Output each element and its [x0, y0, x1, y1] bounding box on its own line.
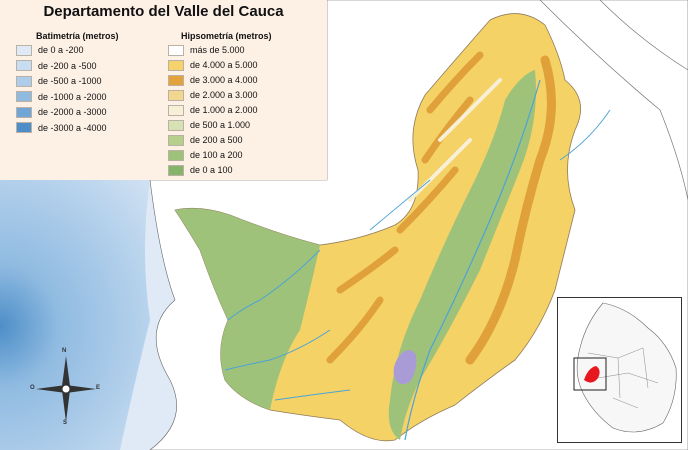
department-borders [587, 347, 659, 409]
legend-label: de 100 a 200 [190, 150, 243, 160]
legend-swatch [168, 119, 184, 131]
legend-row: de 0 a 100 [168, 163, 233, 177]
legend-swatch [16, 122, 32, 133]
legend-label: de -200 a -500 [38, 60, 97, 71]
legend-row: de -500 a -1000 [16, 74, 102, 88]
legend-label: de -3000 a -4000 [38, 122, 107, 133]
western-cordillera [326, 51, 484, 364]
colombia-locator-map [558, 298, 681, 442]
border-line [599, 0, 688, 71]
river [404, 79, 541, 441]
legend-row: de 2.000 a 3.000 [168, 88, 258, 102]
legend-swatch [168, 44, 184, 56]
legend-label: de -1000 a -2000 [38, 91, 107, 102]
locator-map-inset [557, 297, 682, 443]
legend-swatch [168, 59, 184, 71]
legend-swatch [168, 104, 184, 116]
map-title: Departamento del Valle del Cauca [43, 3, 284, 20]
legend-swatch [168, 74, 184, 86]
legend-label: de -500 a -1000 [38, 76, 102, 86]
river [224, 329, 331, 371]
legend-swatch [168, 89, 184, 101]
legend-swatch [16, 91, 32, 102]
legend-row: de -200 a -500 [16, 59, 97, 73]
legend-swatch [168, 164, 184, 176]
legend-label: más de 5.000 [190, 45, 245, 55]
legend-row: más de 5.000 [168, 43, 245, 57]
legend-label: de 500 a 1.000 [190, 120, 251, 130]
legend-row: de 100 a 200 [168, 148, 243, 162]
legend-swatch [168, 134, 184, 146]
colombia-outline [576, 302, 677, 433]
legend-swatch [16, 60, 32, 71]
compass-star-icon [36, 356, 96, 422]
legend-label: de 3.000 a 4.000 [190, 75, 258, 85]
compass-south-label: S [63, 420, 68, 426]
locator-frame [573, 357, 607, 391]
legend-row: de 4.000 a 5.000 [168, 58, 258, 72]
legend-row: de -2000 a -3000 [16, 105, 107, 119]
legend-row: de 0 a -200 [16, 43, 84, 57]
legend-label: de 2.000 a 3.000 [190, 90, 258, 100]
legend-row: de -1000 a -2000 [16, 90, 107, 104]
compass-north-label: N [62, 348, 67, 354]
compass-rose: N S E O [30, 348, 102, 428]
lake-calima [393, 350, 417, 384]
legend-label: de 1.000 a 2.000 [190, 105, 258, 115]
cauca-valley [388, 70, 536, 440]
map-legend: Departamento del Valle del Cauca Batimet… [0, 0, 327, 180]
hypsometry-title: Hipsometría (metros) [181, 31, 272, 41]
legend-label: de -2000 a -3000 [38, 107, 107, 117]
legend-row: de 500 a 1.000 [168, 118, 250, 132]
compass-east-label: E [96, 385, 101, 391]
river [559, 109, 611, 161]
mid-altitude [408, 78, 502, 202]
legend-swatch [16, 75, 32, 87]
valle-del-cauca-highlight [584, 366, 600, 383]
legend-swatch [16, 44, 32, 56]
border-line [539, 0, 688, 201]
legend-row: de -3000 a -4000 [16, 121, 107, 135]
legend-label: de 4.000 a 5.000 [190, 60, 258, 70]
legend-row: de 1.000 a 2.000 [168, 103, 258, 117]
legend-label: de 0 a -200 [38, 45, 84, 55]
river [274, 389, 351, 401]
river [227, 249, 321, 321]
legend-label: de 200 a 500 [190, 135, 243, 145]
legend-label: de 0 a 100 [190, 165, 233, 175]
legend-row: de 200 a 500 [168, 133, 243, 147]
compass-west-label: O [30, 385, 35, 391]
coastal-lowland [175, 208, 320, 410]
river [369, 179, 431, 231]
legend-swatch [16, 106, 32, 118]
central-cordillera [465, 55, 556, 365]
legend-swatch [168, 149, 184, 161]
bathymetry-title: Batimetría (metros) [36, 31, 119, 41]
legend-row: de 3.000 a 4.000 [168, 73, 258, 87]
